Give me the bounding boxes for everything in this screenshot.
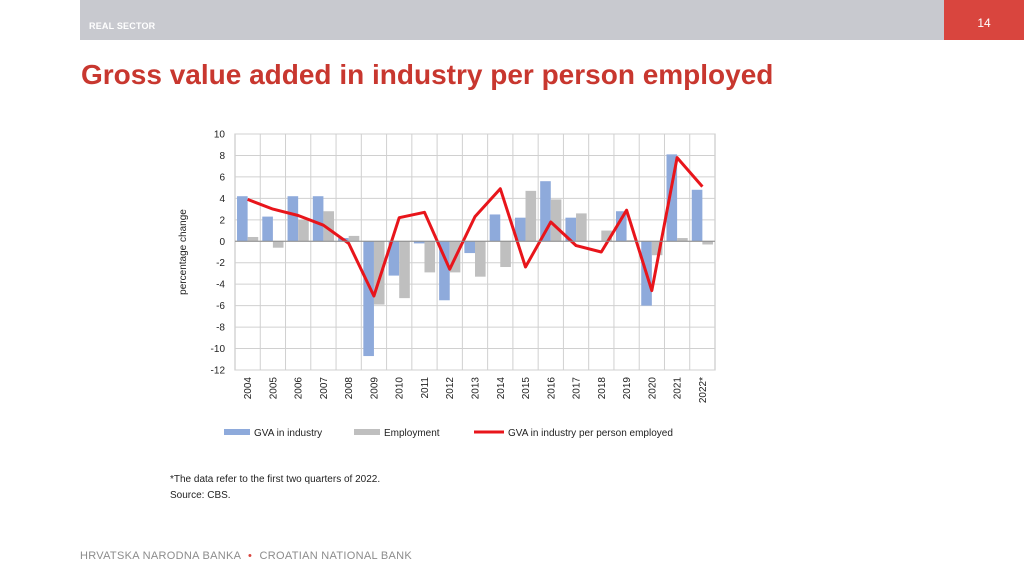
footer-brand-right: CROATIAN NATIONAL BANK (259, 550, 413, 562)
legend-swatch (354, 429, 380, 435)
bar-employment (525, 190, 537, 242)
y-tick-label: 2 (219, 215, 225, 226)
footnote: *The data refer to the first two quarter… (170, 474, 381, 485)
y-tick-label: 4 (219, 194, 225, 205)
x-tick-label: 2015 (521, 377, 532, 400)
x-tick-label: 2012 (445, 377, 456, 400)
y-tick-label: -12 (211, 366, 226, 377)
bar-gva (540, 181, 551, 242)
x-tick-label: 2007 (319, 377, 330, 400)
bar-employment (323, 211, 335, 242)
chart-axes: 10 8 6 4 2 0 -2 -4 -6 -8 -10 -12 2004 2005 2006 2007 200… (211, 130, 715, 403)
page-number: 14 (977, 16, 991, 30)
y-axis-label: percentage change (178, 209, 189, 295)
bar-gva (363, 241, 374, 357)
y-tick-label: -2 (216, 258, 225, 269)
bar-employment (601, 230, 612, 242)
x-tick-label: 2017 (572, 377, 583, 400)
bar-employment (702, 241, 713, 245)
legend-label: Employment (384, 428, 440, 439)
bar-gva (489, 214, 501, 242)
bar-gva (514, 217, 526, 242)
legend-swatch (224, 429, 250, 435)
chart-line (247, 156, 704, 298)
y-tick-label: 8 (219, 151, 225, 162)
x-tick-label: 2013 (471, 377, 482, 400)
x-tick-label: 2022* (698, 377, 709, 403)
bar-gva (439, 241, 450, 301)
legend-label: GVA in industry per person employed (508, 428, 673, 439)
chart: 10 8 6 4 2 0 -2 -4 -6 -8 -10 -12 2004 2005 2006 2007 200… (178, 130, 716, 439)
x-tick-label: 2019 (622, 377, 633, 400)
y-tick-label: -6 (216, 301, 225, 312)
y-tick-label: -10 (211, 344, 226, 355)
y-tick-label: 0 (219, 237, 225, 248)
bar-employment (500, 241, 511, 268)
x-tick-label: 2009 (369, 377, 380, 400)
chart-bars (237, 154, 713, 357)
x-tick-label: 2004 (243, 377, 254, 400)
bar-employment (399, 241, 410, 299)
source-note: Source: CBS. (170, 490, 231, 501)
bar-employment (475, 241, 486, 277)
y-tick-label: -4 (216, 280, 225, 291)
bar-gva (388, 241, 400, 276)
x-tick-label: 2006 (294, 377, 305, 400)
bar-employment (373, 241, 385, 305)
x-tick-label: 2010 (395, 377, 406, 400)
x-tick-label: 2008 (344, 377, 355, 400)
x-tick-label: 2011 (420, 377, 431, 399)
page-number-box: 14 (944, 0, 1024, 40)
bar-employment (626, 240, 638, 242)
bar-employment (247, 236, 259, 242)
bar-gva (565, 217, 577, 242)
bar-employment (550, 199, 562, 242)
x-tick-label: 2005 (268, 377, 279, 400)
y-tick-label: 6 (219, 172, 225, 183)
x-tick-label: 2018 (597, 377, 608, 400)
header-bar: REAL SECTOR (80, 0, 944, 40)
bar-gva (287, 196, 299, 242)
footer-brand-left: HRVATSKA NARODNA BANKA (80, 550, 241, 562)
legend-label: GVA in industry (254, 428, 322, 439)
bar-gva (237, 196, 248, 242)
x-tick-label: 2020 (647, 377, 658, 400)
bar-gva (691, 189, 703, 242)
bar-gva (666, 154, 678, 242)
chart-legend: GVA in industry Employment GVA in industry… (224, 428, 673, 439)
y-tick-label: 10 (214, 130, 226, 141)
footer-separator: • (248, 550, 253, 562)
x-tick-label: 2016 (546, 377, 557, 400)
bar-gva (262, 216, 273, 242)
bar-employment (272, 241, 284, 248)
bar-employment (424, 241, 436, 273)
bar-gva (413, 241, 425, 244)
footer-brand: HRVATSKA NARODNA BANKA • CROATIAN NATION… (80, 550, 412, 562)
bar-employment (651, 241, 663, 256)
x-tick-label: 2014 (496, 377, 507, 400)
bar-gva (615, 211, 627, 242)
bar-gva (312, 196, 324, 242)
bar-employment (576, 213, 587, 242)
chart-grid (234, 133, 716, 371)
bar-employment (298, 219, 309, 242)
bar-employment (677, 238, 688, 242)
bar-employment (348, 235, 360, 242)
section-label: REAL SECTOR (89, 21, 156, 31)
slide-title: Gross value added in industry per person… (81, 59, 774, 90)
y-tick-label: -8 (216, 323, 225, 334)
x-tick-label: 2021 (673, 377, 684, 400)
bar-gva (464, 241, 475, 254)
